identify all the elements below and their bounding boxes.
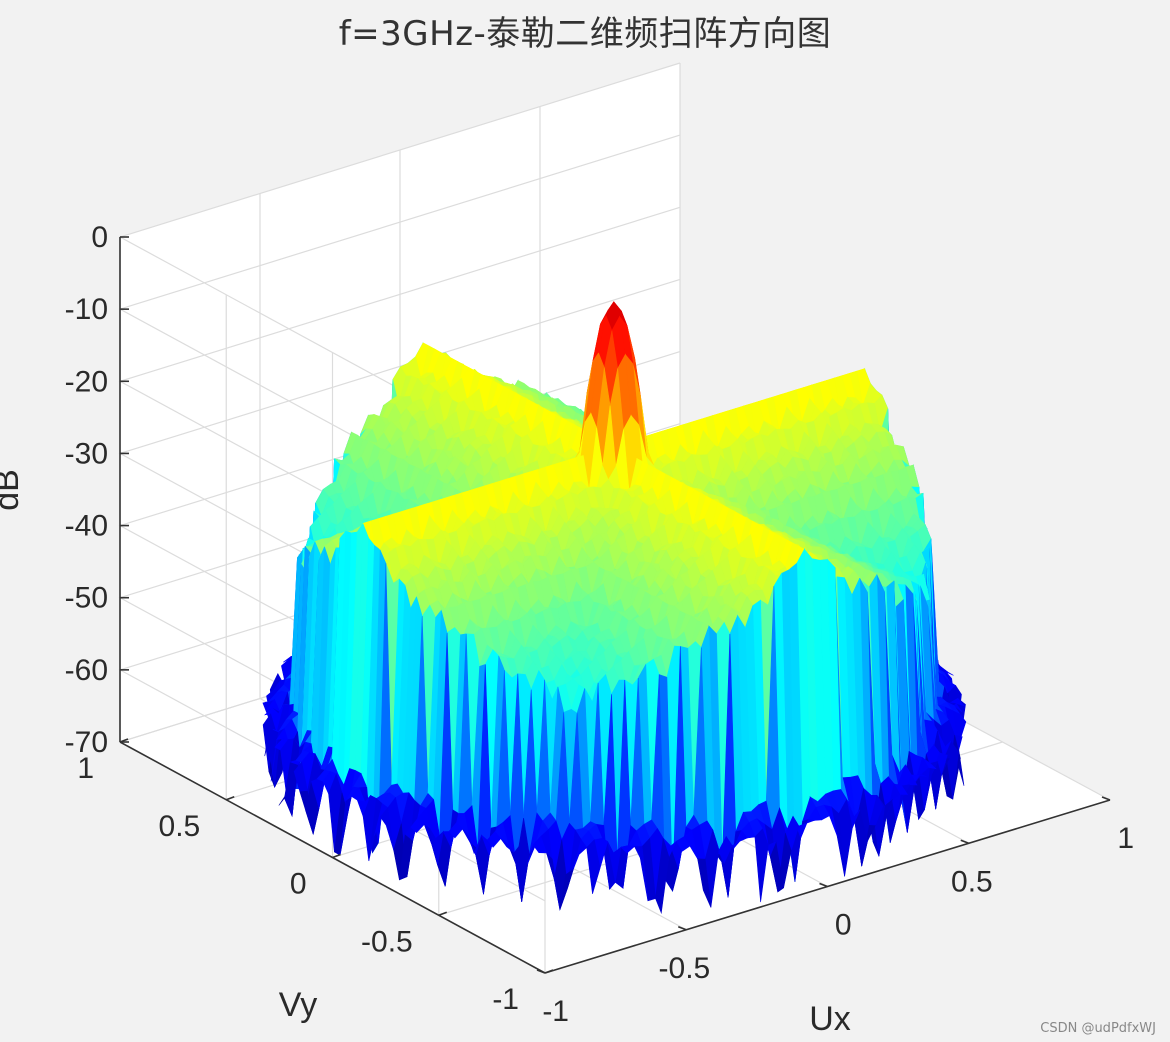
chart-title: f=3GHz-泰勒二维频扫阵方向图	[338, 14, 832, 54]
x-tick-label: 1	[1117, 822, 1134, 855]
x-tick-label: 0	[835, 909, 852, 942]
y-tick-label: 0.5	[159, 810, 201, 843]
watermark: CSDN @udPdfxWJ	[1040, 1021, 1156, 1036]
y-tick-label: 0	[290, 868, 307, 901]
z-tick-label: -20	[65, 365, 108, 398]
y-tick-label: -0.5	[361, 925, 413, 958]
y-axis-label: Vy	[279, 986, 317, 1024]
x-tick-label: -0.5	[659, 952, 711, 985]
z-tick-label: -10	[65, 293, 108, 326]
y-tick-label: -1	[492, 983, 519, 1016]
z-axis-label: dB	[0, 469, 26, 511]
z-tick-label: -40	[65, 510, 108, 543]
y-tick-label: 1	[77, 752, 94, 785]
z-tick-label: 0	[91, 221, 108, 254]
z-tick-label: -30	[65, 437, 108, 470]
surface-plot	[262, 301, 967, 915]
x-axis-label: Ux	[809, 1000, 851, 1038]
z-tick-label: -50	[65, 582, 108, 615]
x-tick-label: 0.5	[951, 865, 993, 898]
z-tick-label: -60	[65, 654, 108, 687]
x-tick-label: -1	[542, 995, 569, 1028]
